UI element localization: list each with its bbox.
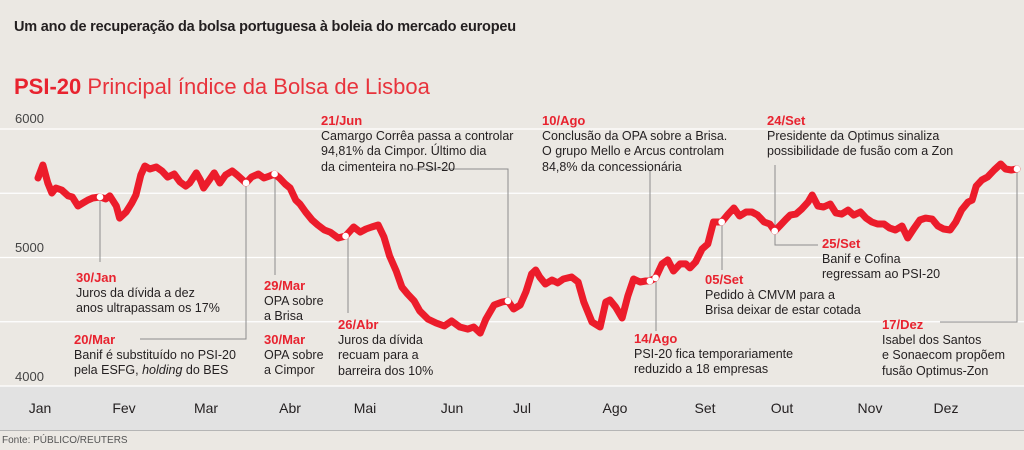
annotation-date: 24/Set: [767, 113, 806, 128]
leader-line: [140, 183, 247, 340]
x-tick-label: Jan: [28, 400, 52, 416]
annotation-17-dez: 17/Dez Isabel dos Santos e Sonaecom prop…: [882, 317, 1005, 379]
annotation-text: a Cimpor: [264, 363, 315, 377]
event-marker: [96, 193, 104, 201]
annotation-date: 25/Set: [822, 236, 861, 251]
annotation-date: 10/Ago: [542, 113, 586, 128]
annotation-text-part: pela ESFG,: [74, 363, 143, 377]
annotation-text: Presidente da Optimus sinaliza: [767, 128, 940, 143]
annotation-date: 29/Mar: [264, 278, 306, 293]
annotation-text: O grupo Mello e Arcus controlam: [542, 144, 725, 158]
annotation-26-abr: 26/Abr Juros da dívida recuam para a bar…: [338, 317, 433, 379]
annotation-text-part: do BES: [182, 363, 229, 377]
annotation-text: Camargo Corrêa passa a controlar: [321, 128, 514, 143]
annotation-text: OPA sobre: [264, 293, 324, 308]
annotation-text: 94,81% da Cimpor. Último dia: [321, 144, 487, 158]
annotation-text: reduzido a 18 empresas: [634, 362, 769, 376]
annotation-date: 05/Set: [705, 272, 744, 287]
annotation-text: 84,8% da concessionária: [542, 159, 682, 174]
index-name: PSI-20: [14, 74, 82, 99]
event-marker: [342, 232, 349, 240]
annotation-text: Juros da dívida a dez: [76, 285, 195, 300]
x-axis-band: [0, 386, 1024, 431]
x-tick-label: Out: [770, 400, 794, 416]
annotation-date: 30/Jan: [76, 270, 117, 285]
event-marker: [652, 274, 659, 282]
x-tick-label: Fev: [112, 400, 136, 416]
annotation-text: possibilidade de fusão com a Zon: [767, 144, 954, 158]
annotation-text: Juros da dívida: [338, 332, 423, 347]
x-tick-label: Jul: [513, 400, 531, 416]
event-marker: [771, 227, 778, 235]
annotation-text: Isabel dos Santos: [882, 332, 982, 347]
annotation-10-ago: 10/Ago Conclusão da OPA sobre a Brisa. O…: [542, 113, 727, 175]
annotation-text: Banif é substituído no PSI-20: [74, 347, 236, 362]
x-tick-label: Dez: [933, 400, 959, 416]
annotation-text: Banif e Cofina: [822, 251, 901, 266]
annotation-05-set: 05/Set Pedido à CMVM para a Brisa deixar…: [705, 272, 861, 319]
leader-line: [774, 229, 818, 246]
event-marker: [271, 170, 278, 178]
annotation-text: da cimenteira no PSI-20: [321, 159, 456, 174]
leader-line: [940, 167, 1018, 323]
annotation-24-set: 24/Set Presidente da Optimus sinaliza po…: [767, 113, 953, 160]
y-tick-label: 4000: [15, 369, 44, 384]
chart-title: Um ano de recuperação da bolsa portugues…: [14, 19, 516, 35]
annotation-date: 14/Ago: [634, 331, 678, 346]
footer-divider: [0, 430, 1024, 431]
event-marker: [1013, 165, 1021, 173]
annotation-21-jun: 21/Jun Camargo Corrêa passa a controlar …: [321, 113, 513, 175]
annotation-text: pela ESFG, holding do BES: [74, 363, 236, 379]
x-tick-label: Mar: [193, 400, 219, 416]
event-marker: [242, 179, 250, 187]
y-tick-label: 5000: [15, 240, 44, 255]
x-tick-label: Set: [694, 400, 716, 416]
annotation-date: 30/Mar: [264, 332, 306, 347]
annotation-30-mar: 30/Mar OPA sobre a Cimpor: [264, 332, 324, 379]
annotation-date: 26/Abr: [338, 317, 379, 332]
index-description: Principal índice da Bolsa de Lisboa: [87, 74, 430, 99]
annotation-text: fusão Optimus-Zon: [882, 363, 989, 378]
annotation-text: a Brisa: [264, 309, 303, 323]
psi20-series-line: [34, 160, 1021, 337]
annotation-text: OPA sobre: [264, 347, 324, 362]
annotation-text: Brisa deixar de estar cotada: [705, 303, 861, 317]
chart-subtitle: PSI-20 Principal índice da Bolsa de Lisb…: [14, 74, 430, 100]
annotation-text: Conclusão da OPA sobre a Brisa.: [542, 128, 728, 143]
leader-line: [412, 168, 509, 299]
annotation-text: recuam para a: [338, 348, 419, 362]
x-tick-label: Nov: [857, 400, 883, 416]
annotation-25-set: 25/Set Banif e Cofina regressam ao PSI-2…: [822, 236, 940, 283]
annotation-date: 21/Jun: [321, 113, 363, 128]
annotation-20-mar: 20/Mar Banif é substituído no PSI-20 pel…: [74, 332, 236, 379]
event-marker: [646, 277, 654, 285]
source-note: Fonte: PÚBLICO/REUTERS: [2, 435, 128, 446]
annotation-text: Pedido à CMVM para a: [705, 287, 835, 302]
event-marker: [504, 297, 512, 305]
annotation-text: anos ultrapassam os 17%: [76, 301, 220, 315]
annotation-date: 20/Mar: [74, 332, 116, 347]
annotation-text: PSI-20 fica temporariamente: [634, 346, 794, 361]
annotation-text: e Sonaecom propõem: [882, 348, 1005, 362]
x-tick-label: Ago: [602, 400, 628, 416]
annotation-29-mar: 29/Mar OPA sobre a Brisa: [264, 278, 324, 325]
x-tick-label: Mai: [353, 400, 377, 416]
annotation-14-ago: 14/Ago PSI-20 fica temporariamente reduz…: [634, 331, 793, 378]
annotation-text-italic: holding: [142, 363, 183, 377]
y-tick-label: 6000: [15, 111, 44, 126]
annotation-date: 17/Dez: [882, 317, 924, 332]
x-tick-label: Jun: [440, 400, 464, 416]
annotation-text: regressam ao PSI-20: [822, 267, 941, 281]
x-tick-label: Abr: [279, 400, 301, 416]
annotation-text: barreira dos 10%: [338, 363, 434, 378]
event-marker: [718, 218, 725, 226]
annotation-30-jan: 30/Jan Juros da dívida a dez anos ultrap…: [76, 270, 220, 317]
